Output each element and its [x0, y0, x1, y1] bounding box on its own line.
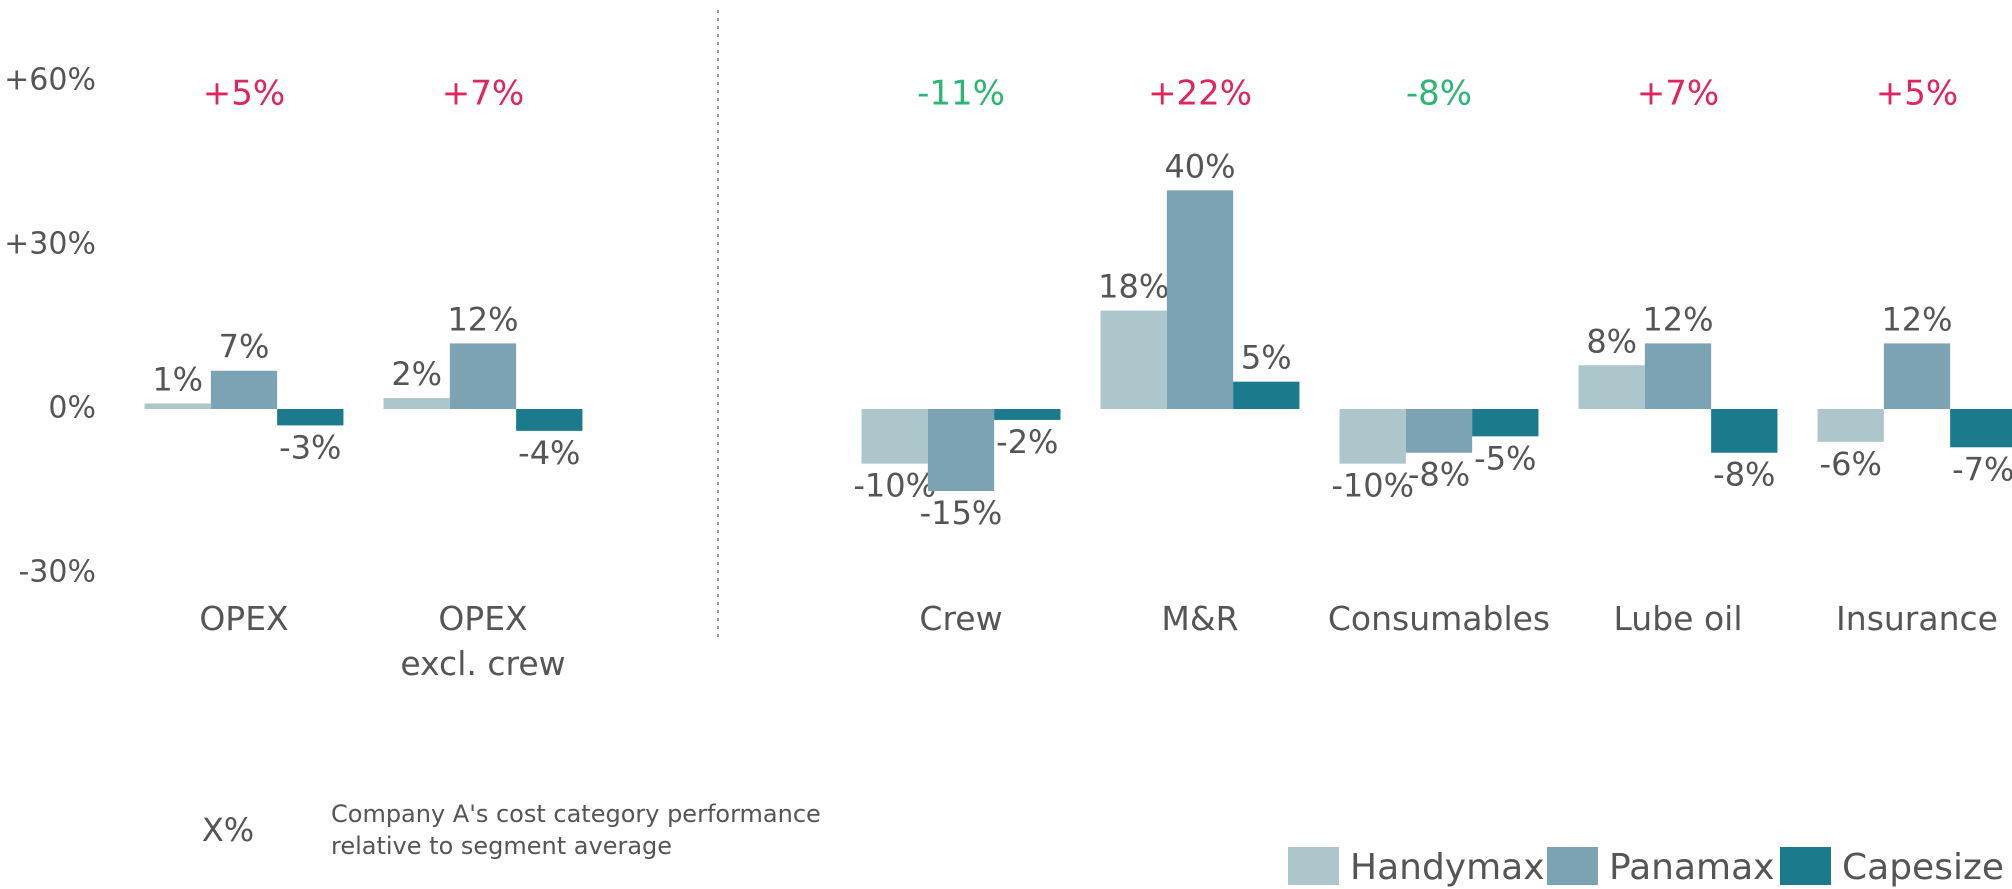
value-label: -10% [853, 467, 936, 505]
value-label: -8% [1713, 456, 1775, 494]
bar [1950, 409, 2012, 448]
legend-swatch [1547, 847, 1598, 885]
x-tick-label: Insurance [1836, 599, 1998, 638]
x-tick-label: OPEX [199, 599, 289, 638]
value-label: -6% [1820, 445, 1882, 483]
x-tick-label: Crew [919, 599, 1003, 638]
bar [1644, 343, 1712, 409]
value-label: -7% [1952, 450, 2012, 488]
bar [1405, 409, 1473, 453]
legend-swatch [1288, 847, 1339, 885]
value-label: 12% [1642, 300, 1713, 338]
key-symbol: X% [202, 811, 254, 849]
value-label: 7% [219, 328, 270, 366]
value-label: -15% [920, 494, 1003, 532]
bar [1883, 343, 1951, 409]
value-label: 40% [1164, 147, 1235, 185]
legend-label: Handymax [1350, 847, 1545, 888]
bar [1100, 310, 1167, 409]
legend-swatch [1780, 847, 1831, 885]
legend-label: Capesize [1842, 847, 2004, 888]
annotation: +7% [442, 74, 524, 114]
annotation: +7% [1637, 74, 1719, 114]
x-tick-label: OPEX excl. crew [400, 599, 566, 683]
value-label: -10% [1331, 467, 1414, 505]
annotation: -8% [1406, 74, 1472, 114]
value-label: 18% [1098, 268, 1169, 306]
value-label: -2% [996, 423, 1058, 461]
y-tick-label: +60% [4, 63, 96, 98]
annotation: +5% [1876, 74, 1958, 114]
bar [927, 409, 995, 491]
x-tick-label: Lube oil [1613, 599, 1743, 638]
y-tick-label: 0% [48, 391, 96, 426]
bar [994, 409, 1061, 420]
value-label: -5% [1474, 439, 1536, 477]
value-label: 5% [1241, 339, 1292, 377]
bar [1339, 409, 1406, 464]
key-text: Company A's cost category performance re… [331, 800, 821, 860]
annotation: +5% [203, 74, 285, 114]
value-label: 8% [1586, 322, 1637, 360]
bar [1578, 365, 1645, 409]
bar [1166, 190, 1234, 409]
value-label: -4% [518, 434, 580, 472]
y-tick-label: -30% [18, 555, 96, 590]
y-tick-label: +30% [4, 227, 96, 262]
bar [144, 403, 211, 409]
legend-label: Panamax [1609, 847, 1774, 888]
value-label: -8% [1408, 456, 1470, 494]
bar [1711, 409, 1778, 453]
bar [516, 409, 583, 431]
bar [1472, 409, 1539, 437]
value-label: 12% [447, 300, 518, 338]
bar [449, 343, 517, 409]
x-tick-label: M&R [1161, 599, 1239, 638]
bar [383, 398, 450, 409]
bar [210, 370, 278, 409]
bar [861, 409, 928, 464]
value-label: 2% [391, 355, 442, 393]
bar [277, 409, 344, 426]
x-tick-label: Consumables [1327, 599, 1551, 638]
value-label: 1% [152, 361, 203, 399]
annotation: -11% [917, 74, 1005, 114]
bar [1233, 381, 1300, 409]
value-label: 12% [1881, 300, 1952, 338]
bar [1817, 409, 1884, 442]
value-label: -3% [279, 428, 341, 466]
annotation: +22% [1148, 74, 1252, 114]
